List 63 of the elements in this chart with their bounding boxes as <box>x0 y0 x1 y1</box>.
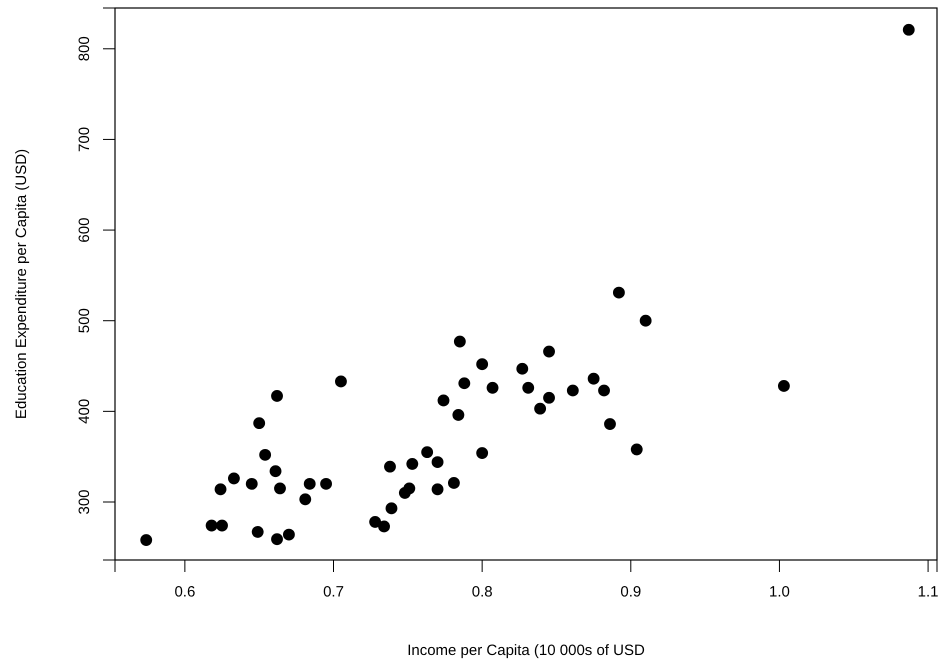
point <box>406 458 418 470</box>
point <box>252 526 264 538</box>
point <box>259 448 272 461</box>
point <box>452 409 464 421</box>
y-tick-label: 500 <box>76 308 93 334</box>
point <box>335 376 347 388</box>
x-tick-label: 1.0 <box>769 584 790 601</box>
x-tick-label: 0.8 <box>472 584 493 601</box>
point <box>384 460 396 473</box>
point <box>543 346 555 358</box>
point <box>448 477 460 489</box>
point <box>369 516 382 528</box>
y-axis-title: Education Expenditure per Capita (USD) <box>13 148 30 420</box>
x-tick-label: 0.9 <box>620 584 642 601</box>
point <box>598 384 610 396</box>
point <box>778 380 790 392</box>
point <box>458 377 470 390</box>
y-tick-label: 400 <box>76 398 93 424</box>
point <box>299 493 312 506</box>
point <box>486 382 498 394</box>
y-tick-label: 800 <box>76 36 93 62</box>
point <box>270 465 282 478</box>
point <box>206 520 218 532</box>
point <box>304 478 316 490</box>
point <box>320 478 332 490</box>
x-axis-title: Income per Capita (10 000s of USD <box>407 642 645 659</box>
y-tick-label: 300 <box>76 489 93 515</box>
point <box>534 402 546 415</box>
y-tick-label: 600 <box>76 218 93 243</box>
point <box>274 482 286 494</box>
point <box>588 372 600 385</box>
point <box>630 444 643 456</box>
x-tick-label: 0.6 <box>174 584 196 601</box>
point <box>543 392 555 404</box>
point <box>378 520 390 532</box>
point <box>403 482 416 494</box>
point <box>214 483 226 496</box>
point <box>612 286 625 299</box>
point <box>522 382 534 394</box>
point <box>271 390 283 402</box>
point <box>246 478 258 490</box>
point <box>216 520 228 532</box>
point <box>421 446 434 458</box>
x-tick-label: 1.1 <box>918 584 939 601</box>
point <box>140 534 152 546</box>
point <box>386 502 398 514</box>
point <box>902 24 915 36</box>
point <box>271 533 283 546</box>
point <box>282 528 295 541</box>
point <box>640 314 652 327</box>
point <box>516 362 528 375</box>
point <box>253 417 266 430</box>
point <box>566 384 579 396</box>
point <box>432 483 444 496</box>
point <box>476 358 488 370</box>
point <box>454 336 466 348</box>
y-tick-label: 700 <box>76 126 93 152</box>
point <box>228 472 240 484</box>
x-tick-label: 0.7 <box>323 584 344 601</box>
point <box>476 447 488 459</box>
point <box>432 456 444 468</box>
point <box>438 394 450 406</box>
point <box>604 418 616 430</box>
